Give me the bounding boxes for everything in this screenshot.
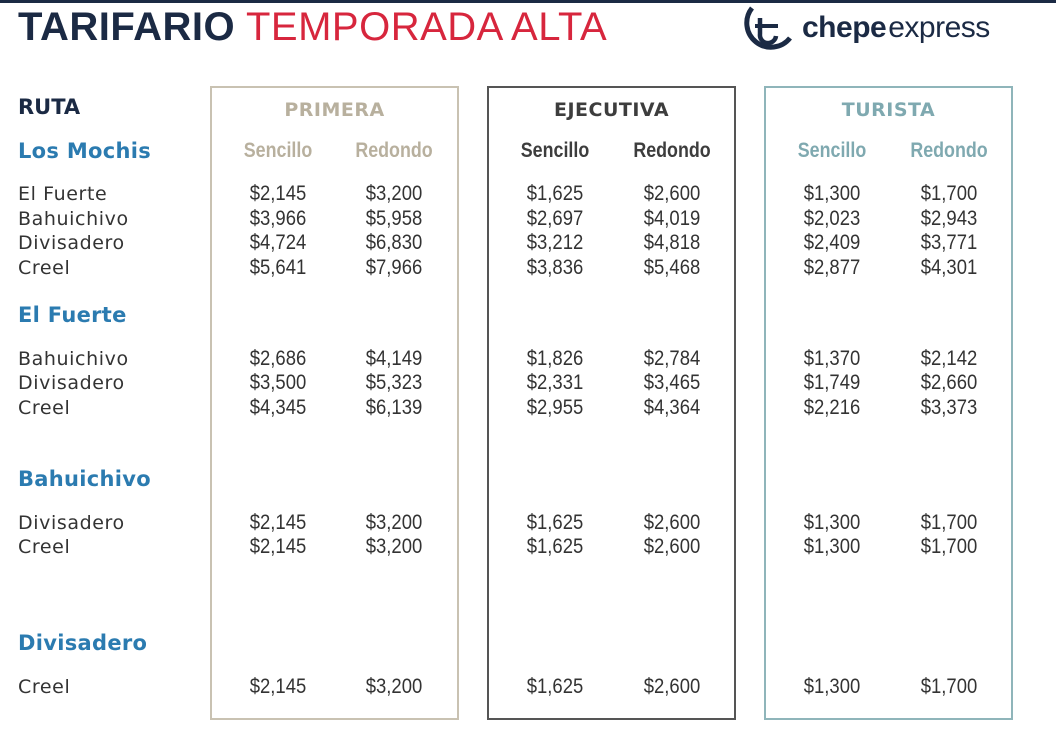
class-header: PRIMERA [284, 99, 385, 121]
class-header: TURISTA [841, 99, 936, 121]
price-cell: $2,145 [249, 182, 307, 205]
destination-label: Divisadero [18, 512, 125, 534]
price-cell: $2,600 [643, 675, 701, 698]
price-cell: $1,826 [526, 347, 584, 370]
logo-word-chepe: chepe [802, 11, 887, 44]
destination-label: Divisadero [18, 232, 125, 254]
price-cell: $4,149 [365, 347, 423, 370]
price-cell: $1,749 [803, 371, 861, 394]
price-cell: $2,023 [803, 207, 861, 230]
price-cell: $3,771 [920, 231, 978, 254]
price-cell: $2,145 [249, 535, 307, 558]
title-bold: TARIFARIO [18, 5, 236, 49]
destination-label: Bahuichivo [18, 208, 129, 230]
price-cell: $1,625 [526, 675, 584, 698]
price-cell: $4,724 [249, 231, 307, 254]
destination-label: El Fuerte [18, 183, 108, 205]
price-cell: $2,600 [643, 535, 701, 558]
price-cell: $3,200 [365, 511, 423, 534]
sencillo-header: Sencillo [520, 139, 590, 162]
price-cell: $2,145 [249, 511, 307, 534]
price-cell: $2,600 [643, 182, 701, 205]
price-cell: $1,700 [920, 675, 978, 698]
origin-heading: Los Mochis [18, 139, 152, 163]
price-cell: $1,300 [803, 535, 861, 558]
destination-label: Bahuichivo [18, 348, 129, 370]
price-cell: $3,200 [365, 182, 423, 205]
price-cell: $2,216 [803, 396, 861, 419]
price-cell: $2,331 [526, 371, 584, 394]
price-cell: $7,966 [365, 256, 423, 279]
origin-heading: El Fuerte [18, 303, 127, 327]
price-cell: $2,943 [920, 207, 978, 230]
destination-label: Creel [18, 397, 71, 419]
price-cell: $2,409 [803, 231, 861, 254]
origin-heading: Divisadero [18, 631, 148, 655]
origin-heading: Bahuichivo [18, 467, 151, 491]
title-light: TEMPORADA ALTA [245, 5, 608, 49]
price-cell: $4,019 [643, 207, 701, 230]
price-cell: $4,301 [920, 256, 978, 279]
destination-label: Creel [18, 536, 71, 558]
sencillo-header: Sencillo [797, 139, 867, 162]
chepe-logo-icon [744, 6, 792, 50]
class-box-turista: TURISTA [764, 86, 1013, 720]
page-title: TARIFARIO TEMPORADA ALTA [18, 4, 607, 50]
price-cell: $3,465 [643, 371, 701, 394]
class-box-primera: PRIMERA [210, 86, 459, 720]
price-cell: $3,200 [365, 675, 423, 698]
price-cell: $3,966 [249, 207, 307, 230]
price-cell: $3,212 [526, 231, 584, 254]
price-cell: $1,625 [526, 535, 584, 558]
price-cell: $6,830 [365, 231, 423, 254]
sencillo-header: Sencillo [243, 139, 313, 162]
price-cell: $6,139 [365, 396, 423, 419]
price-cell: $1,300 [803, 511, 861, 534]
price-cell: $1,625 [526, 182, 584, 205]
price-cell: $3,200 [365, 535, 423, 558]
price-cell: $1,700 [920, 535, 978, 558]
price-cell: $1,370 [803, 347, 861, 370]
destination-label: Divisadero [18, 372, 125, 394]
price-cell: $2,955 [526, 396, 584, 419]
price-cell: $1,700 [920, 511, 978, 534]
ruta-label: RUTA [18, 95, 81, 119]
redondo-header: Redondo [633, 139, 711, 162]
price-cell: $3,373 [920, 396, 978, 419]
chepe-express-logo: chepe express [738, 2, 990, 54]
price-cell: $2,660 [920, 371, 978, 394]
price-cell: $2,142 [920, 347, 978, 370]
price-cell: $4,364 [643, 396, 701, 419]
class-header: EJECUTIVA [553, 99, 670, 121]
price-cell: $1,625 [526, 511, 584, 534]
price-cell: $5,641 [249, 256, 307, 279]
price-cell: $4,345 [249, 396, 307, 419]
logo-word-express: express [888, 11, 990, 44]
redondo-header: Redondo [355, 139, 433, 162]
price-cell: $2,686 [249, 347, 307, 370]
class-box-ejecutiva: EJECUTIVA [487, 86, 736, 720]
price-cell: $4,818 [643, 231, 701, 254]
destination-label: Creel [18, 257, 71, 279]
price-cell: $5,958 [365, 207, 423, 230]
top-border [0, 0, 1056, 3]
price-cell: $2,600 [643, 511, 701, 534]
price-cell: $5,468 [643, 256, 701, 279]
price-cell: $1,700 [920, 182, 978, 205]
price-cell: $2,145 [249, 675, 307, 698]
price-cell: $3,836 [526, 256, 584, 279]
price-cell: $2,697 [526, 207, 584, 230]
price-cell: $3,500 [249, 371, 307, 394]
price-cell: $1,300 [803, 182, 861, 205]
price-cell: $5,323 [365, 371, 423, 394]
price-cell: $2,877 [803, 256, 861, 279]
destination-label: Creel [18, 676, 71, 698]
price-cell: $1,300 [803, 675, 861, 698]
price-cell: $2,784 [643, 347, 701, 370]
redondo-header: Redondo [910, 139, 988, 162]
